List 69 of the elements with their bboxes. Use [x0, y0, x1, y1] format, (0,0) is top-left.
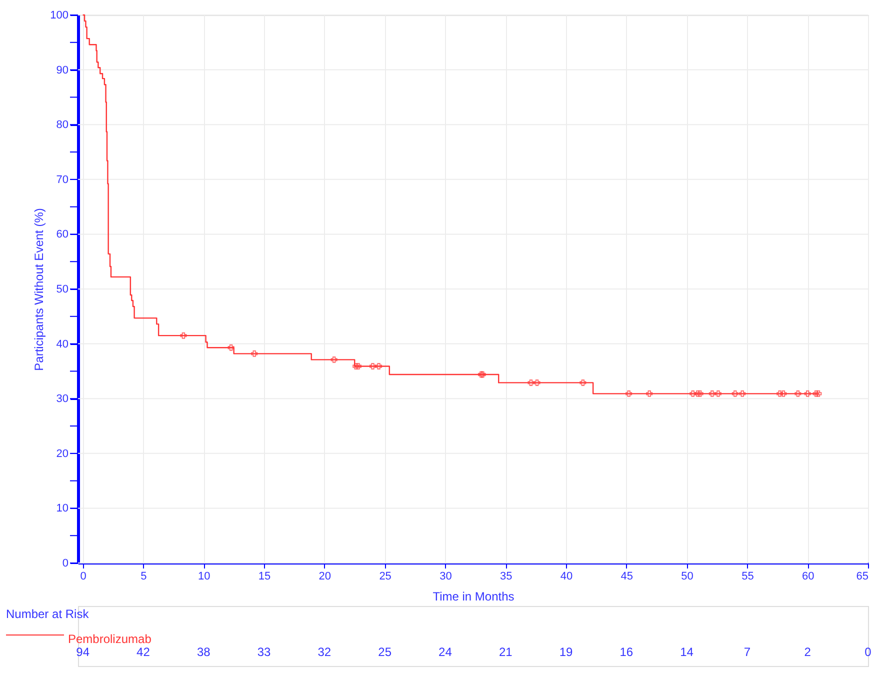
x-tick-label: 30: [440, 570, 452, 582]
point: [580, 379, 586, 386]
x-tick-label: 60: [802, 570, 814, 582]
x-tick-label: 20: [318, 570, 332, 582]
x-axis-title: Time in Months: [432, 590, 514, 604]
text: 94: [76, 645, 90, 659]
text: 24: [438, 645, 452, 659]
text: 14: [680, 645, 694, 659]
point: [690, 390, 696, 397]
text: 32: [318, 645, 332, 659]
y-tick-label: 30: [56, 393, 68, 406]
text: 25: [378, 645, 392, 659]
point: [739, 390, 746, 397]
x-tick-label: 25: [379, 570, 392, 582]
y-tick-label: 20: [56, 448, 68, 460]
x-tick-label: 45: [620, 570, 634, 582]
y-tick-label: 10: [56, 502, 68, 515]
x-tick-label: 40: [560, 570, 573, 582]
text: 19: [559, 645, 574, 659]
point: [528, 379, 534, 386]
x-tick-label: 5: [140, 570, 147, 582]
point: [370, 363, 376, 370]
x-tick-label: 35: [500, 570, 512, 582]
point: [646, 390, 653, 397]
text: 0: [864, 645, 872, 659]
point: [534, 379, 540, 386]
point: [352, 363, 360, 370]
x-tick-label: 15: [258, 570, 271, 582]
y-tick-label: 100: [50, 10, 68, 22]
point: [228, 344, 234, 351]
point: [714, 390, 722, 397]
y-tick-label: 70: [56, 174, 68, 186]
y-tick-label: 80: [56, 119, 68, 132]
point: [251, 350, 258, 357]
text: 33: [257, 645, 272, 659]
y-tick-label: 40: [56, 338, 68, 350]
text: 2: [804, 645, 812, 659]
point: [776, 390, 784, 397]
y-tick-label: 60: [56, 228, 68, 241]
point: [812, 390, 820, 397]
point: [780, 390, 787, 397]
point: [794, 390, 802, 397]
point: [732, 390, 738, 397]
text: 16: [620, 645, 634, 659]
point: [355, 363, 362, 370]
legend-label: Pembrolizumab: [68, 632, 152, 646]
text: 21: [498, 645, 513, 659]
point: [694, 390, 701, 397]
text: 42: [136, 645, 150, 659]
text: 7: [744, 645, 751, 659]
point: [626, 390, 632, 397]
point: [804, 390, 811, 397]
y-axis-title: Participants Without Event (%): [32, 208, 46, 371]
point: [330, 356, 338, 363]
point: [708, 390, 716, 397]
y-tick-label: 90: [56, 64, 68, 76]
x-tick-label: 50: [681, 570, 694, 582]
x-tick-label: 65: [856, 570, 868, 582]
x-tick-label: 10: [198, 570, 210, 582]
point: [696, 390, 704, 397]
text: 38: [196, 645, 211, 659]
point: [180, 332, 187, 339]
y-tick-label: 0: [62, 558, 68, 570]
x-tick-label: 0: [80, 570, 86, 582]
y-tick-label: 50: [56, 284, 68, 296]
text: Number at Risk: [6, 607, 90, 621]
point: [376, 363, 382, 370]
point: [815, 390, 822, 397]
x-tick-label: 55: [742, 570, 754, 582]
